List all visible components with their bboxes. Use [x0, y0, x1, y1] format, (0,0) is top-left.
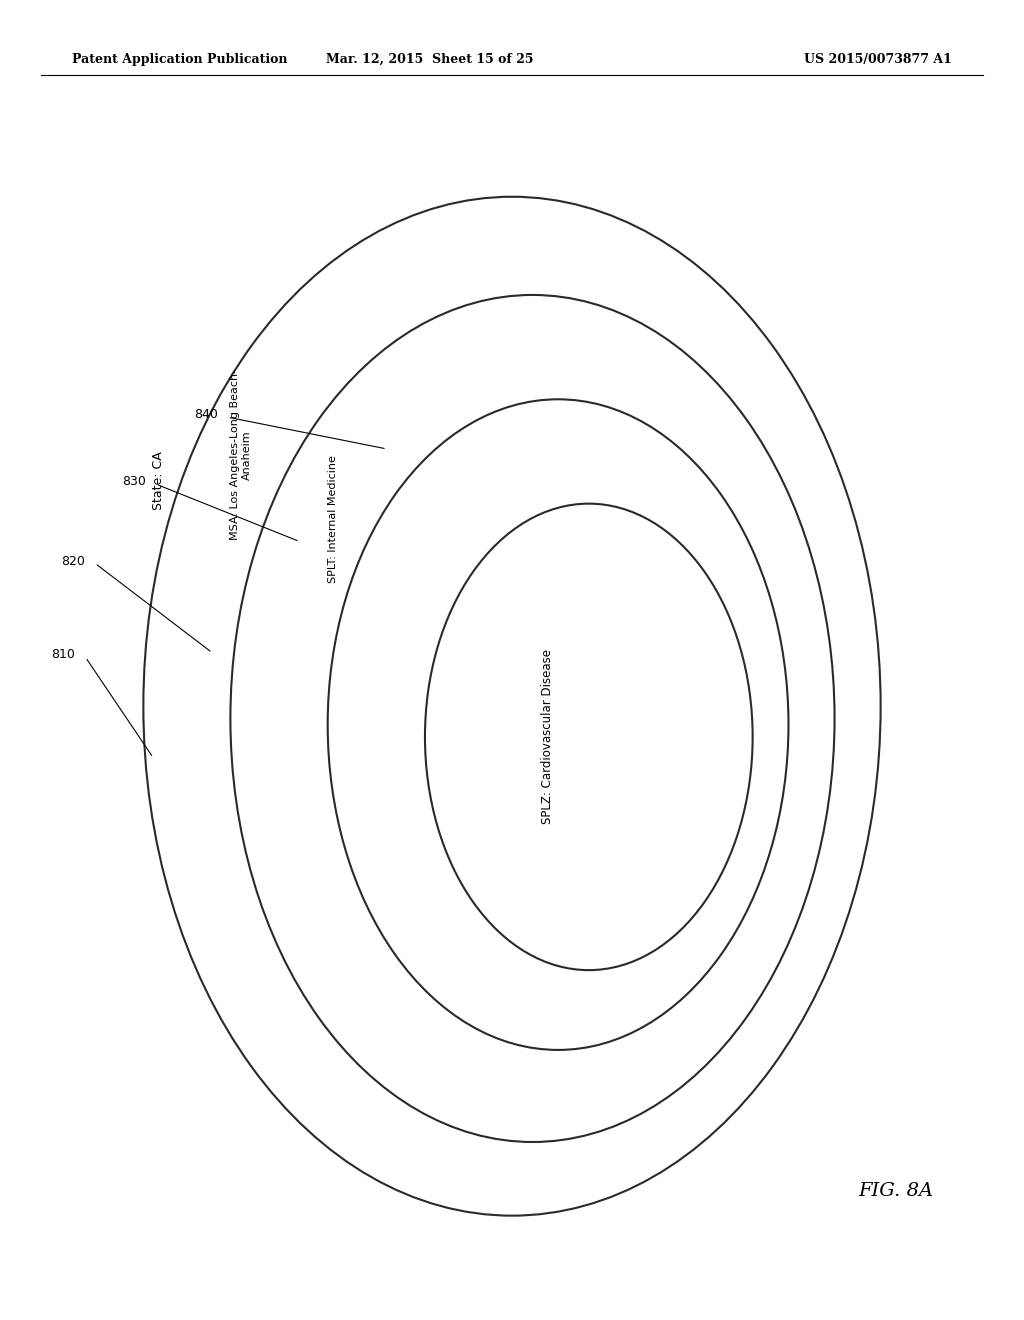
Text: MSA: Los Angeles-Long Beach-
Anaheim: MSA: Los Angeles-Long Beach- Anaheim	[229, 370, 252, 540]
Text: Patent Application Publication: Patent Application Publication	[72, 53, 287, 66]
Text: SPLT: Internal Medicine: SPLT: Internal Medicine	[328, 455, 338, 583]
Text: 810: 810	[51, 648, 75, 661]
Text: FIG. 8A: FIG. 8A	[858, 1183, 934, 1200]
Text: SPLZ: Cardiovascular Disease: SPLZ: Cardiovascular Disease	[542, 649, 554, 825]
Text: US 2015/0073877 A1: US 2015/0073877 A1	[805, 53, 952, 66]
Text: State: CA: State: CA	[153, 451, 165, 510]
Text: Mar. 12, 2015  Sheet 15 of 25: Mar. 12, 2015 Sheet 15 of 25	[327, 53, 534, 66]
Text: 840: 840	[195, 408, 218, 421]
Text: 820: 820	[61, 554, 85, 568]
Text: 830: 830	[123, 475, 146, 488]
